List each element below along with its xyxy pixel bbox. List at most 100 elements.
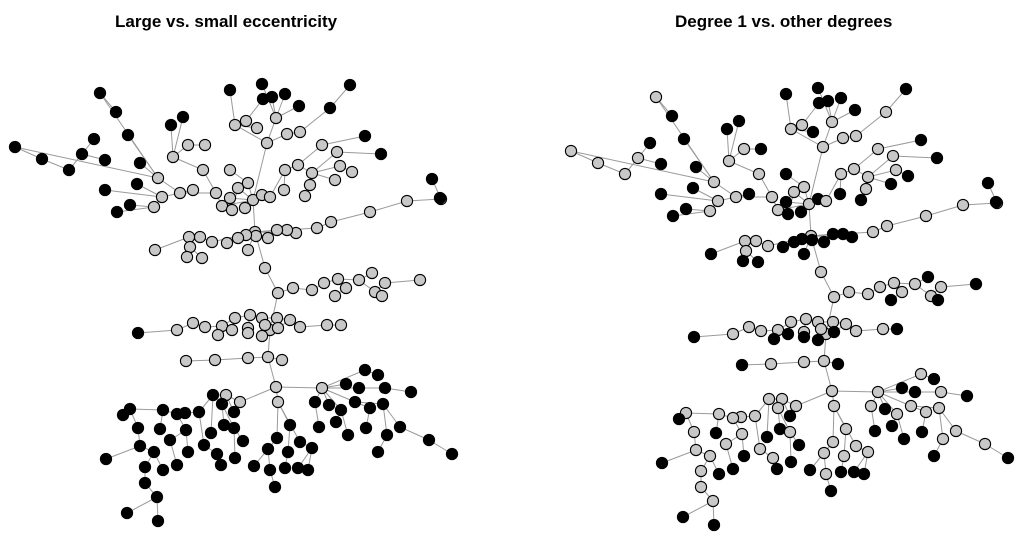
graph-edge: [210, 394, 214, 434]
graph-node: [193, 230, 207, 244]
graph-node: [936, 432, 950, 446]
graph-node: [824, 484, 838, 498]
graph-node: [365, 266, 379, 280]
graph-node: [665, 109, 679, 123]
graph-node: [655, 456, 669, 470]
graph-node: [278, 461, 292, 475]
graph-node: [305, 441, 319, 455]
graph-node: [873, 280, 887, 294]
graph-node: [358, 129, 372, 143]
graph-node: [8, 140, 22, 154]
graph-edge: [886, 215, 927, 227]
graph-node: [214, 458, 228, 472]
graph-node: [735, 427, 749, 441]
graph-node: [817, 446, 831, 460]
graph-node: [706, 494, 720, 508]
graph-node: [827, 325, 841, 339]
graph-node: [762, 392, 776, 406]
graph-edge: [269, 292, 279, 331]
graph-node: [358, 363, 372, 377]
graph-node: [711, 194, 725, 208]
graph-node: [329, 415, 343, 429]
graph-node: [62, 163, 76, 177]
graph-node: [206, 388, 220, 402]
graph-edge: [104, 189, 163, 198]
graph-node: [654, 187, 668, 201]
graph-node: [170, 458, 184, 472]
graph-node: [170, 407, 184, 421]
graph-node: [849, 324, 863, 338]
graph-node: [380, 428, 394, 442]
graph-node: [689, 443, 703, 457]
graph-node: [837, 449, 851, 463]
graph-node: [927, 449, 941, 463]
graph-node: [687, 330, 701, 344]
graph-node: [908, 385, 922, 399]
graph-node: [150, 490, 164, 504]
graph-node: [270, 431, 284, 445]
graph-node: [889, 163, 903, 177]
graph-node: [166, 150, 180, 164]
graph-node: [631, 151, 645, 165]
graph-node: [258, 261, 272, 275]
graph-node: [868, 424, 882, 438]
graph-node: [261, 442, 275, 456]
graph-node: [812, 96, 826, 110]
graph-node: [293, 320, 307, 334]
graph-node: [834, 465, 848, 479]
graph-node: [283, 313, 297, 327]
graph-edge: [252, 142, 268, 201]
graph-node: [679, 202, 693, 216]
graph-node: [949, 424, 963, 438]
graph-node: [931, 293, 945, 307]
graph-node: [260, 136, 274, 150]
graph-node: [754, 324, 768, 338]
graph-node: [292, 99, 306, 113]
graph-node: [291, 158, 305, 172]
graph-node: [228, 311, 242, 325]
graph-node: [915, 425, 929, 439]
graph-node: [1001, 451, 1015, 465]
graph-node: [864, 399, 878, 413]
graph-node: [425, 172, 439, 186]
graph-node: [98, 153, 112, 167]
graph-node: [225, 203, 239, 217]
graph-node: [328, 173, 342, 187]
graph-node: [204, 426, 218, 440]
graph-node: [836, 131, 850, 145]
graph-edge: [321, 135, 366, 146]
graph-node: [291, 461, 305, 475]
graph-node: [208, 353, 222, 367]
graph-node: [298, 189, 312, 203]
graph-node: [376, 397, 390, 411]
graph-node: [223, 83, 237, 97]
graph-node: [315, 381, 329, 395]
graph-node: [803, 463, 817, 477]
graph-node: [323, 101, 337, 115]
graph-node: [343, 78, 357, 92]
graph-node: [826, 435, 840, 449]
graph-node: [618, 167, 632, 181]
graph-node: [779, 195, 793, 209]
graph-edge: [795, 390, 833, 407]
graph-node: [331, 272, 345, 286]
graph-node: [779, 167, 793, 181]
graph-node: [87, 132, 101, 146]
graph-node: [827, 399, 841, 413]
graph-node: [564, 144, 578, 158]
graph-node: [247, 459, 261, 473]
graph-node: [666, 209, 680, 223]
graph-node: [878, 402, 892, 416]
graph-node: [797, 247, 811, 261]
graph-node: [751, 255, 765, 269]
graph-node: [854, 193, 868, 207]
graph-edge: [660, 193, 719, 202]
graph-node: [742, 320, 756, 334]
graph-node: [130, 177, 144, 191]
graph-node: [847, 465, 861, 479]
graph-node: [293, 125, 307, 139]
graph-node: [278, 163, 292, 177]
graph-node: [328, 289, 342, 303]
graph-node: [849, 439, 863, 453]
graph-node: [283, 418, 297, 432]
